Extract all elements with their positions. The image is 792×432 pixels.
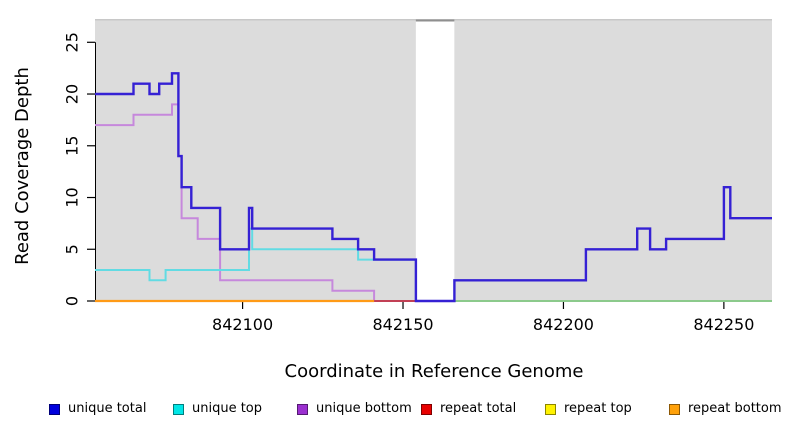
legend-item-unique-top: unique top xyxy=(173,397,262,421)
x-tick-label-842250: 842250 xyxy=(693,315,754,334)
legend: unique total unique top unique bottom repea… xyxy=(0,397,792,427)
legend-item-repeat-total: repeat total xyxy=(421,397,516,421)
x-tick-label-842100: 842100 xyxy=(212,315,273,334)
legend-item-unique-total: unique total xyxy=(49,397,146,421)
unique-top-swatch-icon xyxy=(173,403,184,415)
y-tick-label-0: 0 xyxy=(63,296,82,306)
masked-region-band xyxy=(415,21,455,301)
legend-item-repeat-bottom: repeat bottom xyxy=(669,397,782,421)
series-line-unique-total xyxy=(95,72,772,303)
y-axis-label: Read Coverage Depth xyxy=(12,67,33,265)
y-tick-label-15: 15 xyxy=(63,136,82,156)
x-axis-label: Coordinate in Reference Genome xyxy=(285,361,584,382)
unique-total-swatch-icon xyxy=(49,403,60,415)
legend-label: repeat total xyxy=(440,401,517,416)
legend-label: repeat bottom xyxy=(688,401,782,416)
y-tick-label-20: 20 xyxy=(63,84,82,104)
y-tick-label-5: 5 xyxy=(63,244,82,254)
series-line-unique-bottom xyxy=(95,103,772,302)
legend-item-repeat-top: repeat top xyxy=(545,397,632,421)
repeat-top-swatch-icon xyxy=(545,403,556,415)
y-tick-label-10: 10 xyxy=(63,187,82,207)
x-tick-label-842150: 842150 xyxy=(372,315,433,334)
legend-label: unique total xyxy=(68,401,147,416)
legend-label: repeat top xyxy=(564,401,632,416)
x-tick-label-842200: 842200 xyxy=(533,315,594,334)
legend-label: unique top xyxy=(192,401,263,416)
repeat-total-swatch-icon xyxy=(421,403,432,415)
repeat-bottom-swatch-icon xyxy=(669,403,680,415)
legend-item-unique-bottom: unique bottom xyxy=(297,397,412,421)
unique-bottom-swatch-icon xyxy=(297,403,308,415)
legend-label: unique bottom xyxy=(316,401,412,416)
y-tick-label-25: 25 xyxy=(63,32,82,52)
